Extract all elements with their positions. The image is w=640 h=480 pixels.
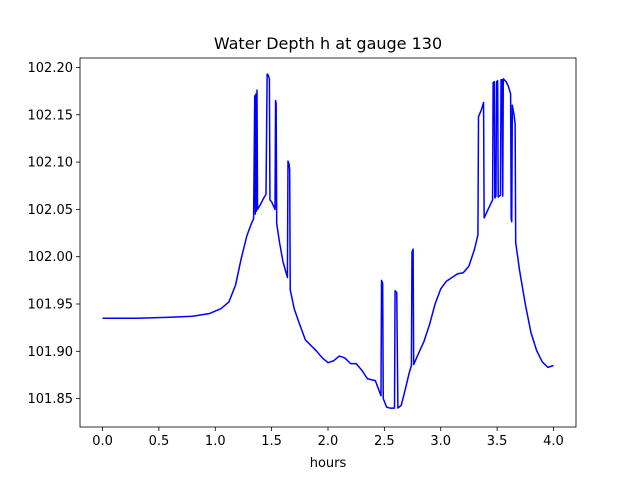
y-tick-label: 102.00 (28, 250, 74, 265)
x-tick-label: 3.0 (430, 434, 451, 449)
y-tick-label: 102.10 (28, 156, 74, 171)
x-axis-label: hours (310, 456, 347, 471)
series-line (102, 73, 554, 409)
x-tick-label: 2.0 (318, 434, 339, 449)
x-tick-label: 1.0 (205, 434, 226, 449)
x-tick-label: 0.5 (149, 434, 170, 449)
y-tick-label: 102.15 (28, 108, 74, 123)
x-tick-label: 1.5 (261, 434, 282, 449)
chart-title: Water Depth h at gauge 130 (214, 34, 442, 53)
x-tick-label: 3.5 (487, 434, 508, 449)
x-tick-label: 2.5 (374, 434, 395, 449)
y-tick-label: 101.85 (28, 392, 74, 407)
y-tick-label: 102.20 (28, 61, 74, 76)
plot-area: 0.0 0.5 1.0 1.5 2.0 2.5 3.0 3.5 4.0 101.85 101.90 1… (28, 57, 577, 449)
x-tick-label: 0.0 (92, 434, 113, 449)
y-tick-label: 101.90 (28, 345, 74, 360)
y-tick-label: 101.95 (28, 298, 74, 313)
y-tick-label: 102.05 (28, 203, 74, 218)
x-tick-label: 4.0 (543, 434, 564, 449)
